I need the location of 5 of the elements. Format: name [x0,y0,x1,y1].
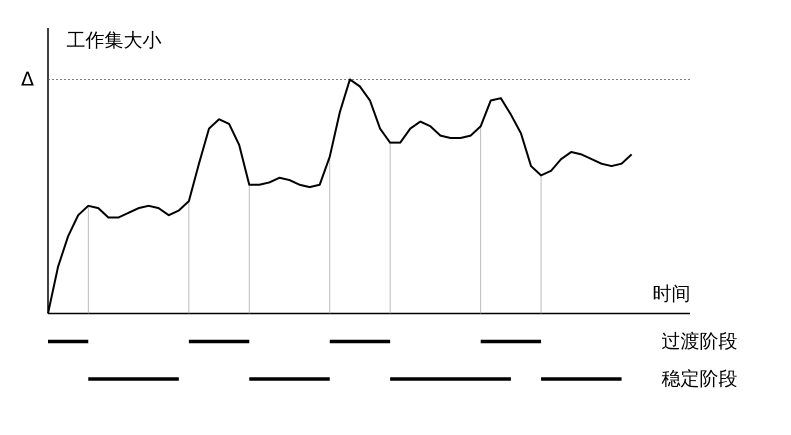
x-axis-title: 时间 [652,282,690,305]
text: 过渡阶段 [662,330,738,353]
text: 稳定阶段 [662,368,738,390]
y-axis-title: 工作集大小 [66,30,162,52]
ref-line-label: Δ [21,68,34,90]
